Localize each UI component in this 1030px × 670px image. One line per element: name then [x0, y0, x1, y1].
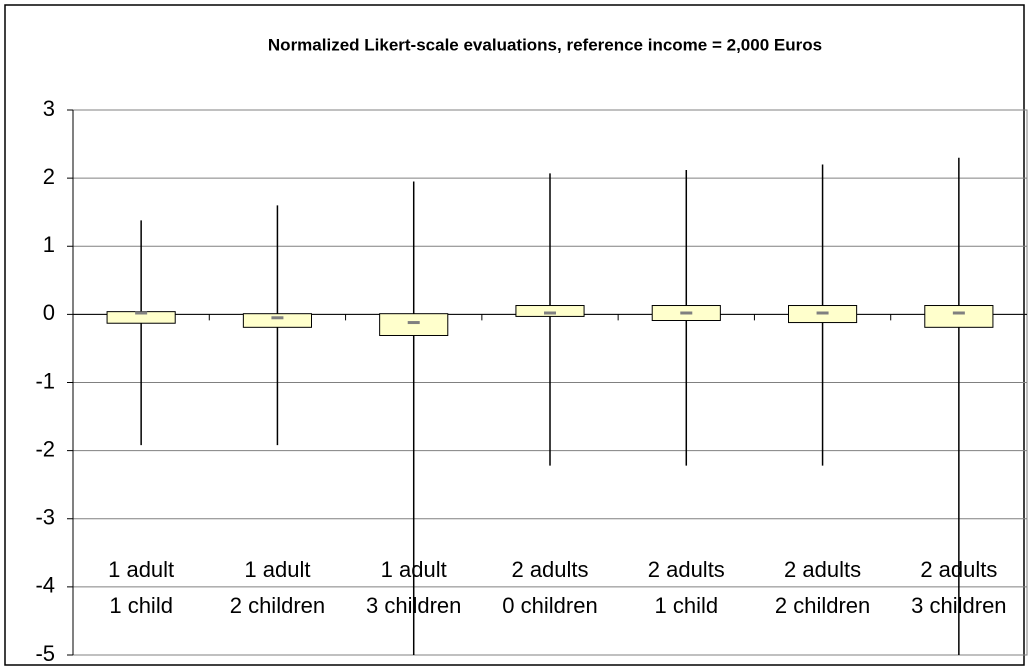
y-tick-label: -5	[35, 641, 55, 666]
box	[924, 305, 994, 328]
x-tick-label: 0 children	[502, 593, 597, 618]
x-tick-label: 1 child	[109, 593, 173, 618]
y-tick-label: -2	[35, 436, 55, 461]
x-tick-label: 1 adult	[108, 557, 174, 582]
x-tick-label: 1 adult	[244, 557, 310, 582]
y-tick-label: -4	[35, 573, 55, 598]
x-tick-label: 2 children	[775, 593, 870, 618]
chart-frame	[4, 4, 1025, 666]
box	[242, 313, 313, 328]
y-tick-label: 3	[43, 96, 55, 121]
x-tick-label: 3 children	[366, 593, 461, 618]
y-tick-label: -3	[35, 505, 55, 530]
chart-title: Normalized Likert-scale evaluations, ref…	[268, 35, 822, 54]
y-tick-label: 1	[43, 232, 55, 257]
x-tick-label: 3 children	[911, 593, 1006, 618]
x-tick-label: 2 adults	[511, 557, 588, 582]
x-tick-label: 2 adults	[784, 557, 861, 582]
x-tick-label: 1 child	[654, 593, 718, 618]
y-tick-label: 2	[43, 164, 55, 189]
x-tick-label: 1 adult	[381, 557, 447, 582]
x-tick-label: 2 children	[230, 593, 325, 618]
box	[379, 313, 449, 336]
x-tick-label: 2 adults	[920, 557, 997, 582]
box	[515, 305, 585, 317]
x-tick-label: 2 adults	[648, 557, 725, 582]
y-tick-label: 0	[43, 300, 55, 325]
y-tick-label: -1	[35, 368, 55, 393]
